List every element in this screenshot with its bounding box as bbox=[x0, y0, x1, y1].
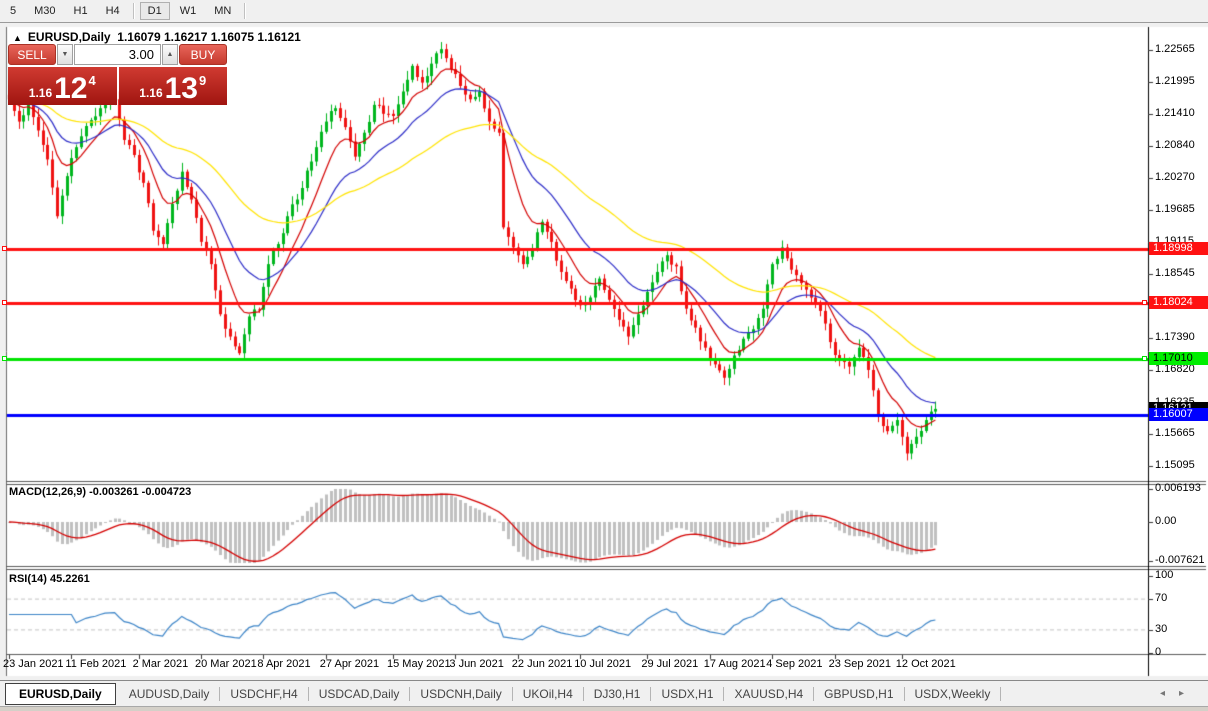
chart-tab-usdx-weekly[interactable]: USDX,Weekly bbox=[905, 684, 1001, 704]
one-click-trade-panel: SELL ▼ ▲ BUY 1.16124 1.16139 bbox=[8, 44, 227, 105]
sell-button[interactable]: SELL bbox=[8, 44, 56, 65]
chart-tab-xauusd-h4[interactable]: XAUUSD,H4 bbox=[724, 684, 813, 704]
panel-splitter[interactable] bbox=[0, 481, 1208, 486]
timeframe-button-M30[interactable]: M30 bbox=[26, 2, 63, 20]
chevron-up-icon: ▲ bbox=[167, 51, 174, 58]
volume-increase-button[interactable]: ▲ bbox=[162, 44, 178, 65]
chart-tab-audusd-daily[interactable]: AUDUSD,Daily bbox=[119, 684, 220, 704]
chevron-down-icon: ▼ bbox=[62, 51, 69, 58]
chart-tab-gbpusd-h1[interactable]: GBPUSD,H1 bbox=[814, 684, 903, 704]
timeframe-button-H1[interactable]: H1 bbox=[66, 2, 96, 20]
timeframe-button-W1[interactable]: W1 bbox=[172, 2, 205, 20]
buy-price-prefix: 1.16 bbox=[139, 86, 162, 100]
chart-canvas[interactable] bbox=[0, 24, 1208, 680]
chart-tab-ukoil-h4[interactable]: UKOil,H4 bbox=[513, 684, 583, 704]
sell-price-prefix: 1.16 bbox=[29, 86, 52, 100]
status-strip bbox=[0, 706, 1208, 711]
chart-tab-dj30-h1[interactable]: DJ30,H1 bbox=[584, 684, 651, 704]
tab-scroll-right-icon[interactable]: ▸ bbox=[1179, 688, 1198, 699]
sell-price-big: 12 bbox=[54, 74, 87, 104]
volume-input[interactable] bbox=[74, 44, 161, 65]
sell-price-pip: 4 bbox=[89, 73, 96, 88]
tab-separator bbox=[1000, 687, 1001, 701]
chart-tab-eurusd-daily[interactable]: EURUSD,Daily bbox=[5, 683, 116, 705]
timeframe-toolbar: 5M30H1H4 D1W1MN bbox=[0, 0, 1208, 23]
toolbar-separator bbox=[244, 3, 246, 19]
chart-tab-usdcad-daily[interactable]: USDCAD,Daily bbox=[309, 684, 410, 704]
timeframe-button-MN[interactable]: MN bbox=[206, 2, 239, 20]
sell-price-display[interactable]: 1.16124 bbox=[8, 67, 117, 105]
chart-tab-usdchf-h4[interactable]: USDCHF,H4 bbox=[220, 684, 307, 704]
panel-splitter[interactable] bbox=[0, 566, 1208, 571]
volume-decrease-button[interactable]: ▼ bbox=[57, 44, 73, 65]
toolbar-separator bbox=[133, 3, 135, 19]
timeframe-button-H4[interactable]: H4 bbox=[98, 2, 128, 20]
chart-tab-usdcnh-daily[interactable]: USDCNH,Daily bbox=[410, 684, 511, 704]
tab-scroll-left-icon[interactable]: ◂ bbox=[1160, 688, 1179, 699]
buy-price-pip: 9 bbox=[199, 73, 206, 88]
buy-price-big: 13 bbox=[165, 74, 198, 104]
trading-terminal: 5M30H1H4 D1W1MN ▲EURUSD,Daily 1.16079 1.1… bbox=[0, 0, 1208, 711]
buy-price-display[interactable]: 1.16139 bbox=[119, 67, 228, 105]
timeframe-button-D1[interactable]: D1 bbox=[140, 2, 170, 20]
chart-window: ▲EURUSD,Daily 1.16079 1.16217 1.16075 1.… bbox=[0, 24, 1208, 680]
chart-tab-bar: EURUSD,DailyAUDUSD,DailyUSDCHF,H4USDCAD,… bbox=[0, 680, 1208, 706]
chart-tab-usdx-h1[interactable]: USDX,H1 bbox=[651, 684, 723, 704]
timeframe-button-5[interactable]: 5 bbox=[2, 2, 24, 20]
buy-button[interactable]: BUY bbox=[179, 44, 227, 65]
